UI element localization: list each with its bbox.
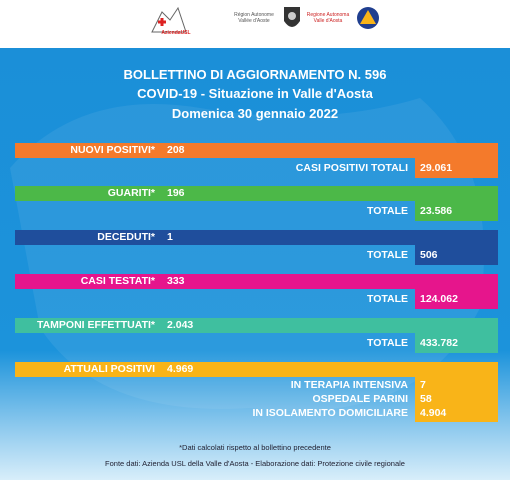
- usl-logo: [151, 6, 187, 33]
- row-label: CASI TESTATI*: [80, 275, 155, 287]
- row-label: GUARITI*: [107, 187, 155, 199]
- total-box: [415, 318, 498, 353]
- total-value: 124.062: [420, 293, 458, 305]
- row-bar: [15, 318, 498, 333]
- row-value: 1: [167, 231, 173, 243]
- detail-box: [415, 362, 498, 422]
- total-value: 29.061: [420, 162, 453, 174]
- total-label: TOTALE: [366, 249, 408, 261]
- subtitle: COVID-19 - Situazione in Valle d'Aosta: [137, 86, 373, 101]
- source: Fonte dati: Azienda USL della Valle d'Ao…: [105, 459, 405, 468]
- footnote: *Dati calcolati rispetto al bollettino p…: [179, 443, 331, 452]
- total-value: 433.782: [420, 337, 458, 349]
- total-label: CASI POSITIVI TOTALI: [295, 162, 408, 174]
- detail-label: IN TERAPIA INTENSIVA: [290, 379, 408, 391]
- total-label: TOTALE: [366, 337, 408, 349]
- row-value: 333: [167, 275, 185, 287]
- row-bar: [15, 230, 498, 245]
- logo-text: AziendaUSL: [161, 30, 191, 36]
- row-value: 4.969: [167, 363, 194, 375]
- civil-protection-logo: [357, 7, 379, 29]
- total-value: 506: [420, 249, 438, 261]
- row-bar: [15, 186, 498, 201]
- detail-label: OSPEDALE PARINI: [312, 393, 408, 405]
- total-box: [415, 230, 498, 265]
- row-value: 2.043: [167, 319, 194, 331]
- row-bar: [15, 143, 498, 158]
- row-value: 196: [167, 187, 185, 199]
- logo-text: Région Autonome Vallée d'Aoste: [234, 12, 274, 24]
- row-label: DECEDUTI*: [97, 231, 155, 243]
- title: BOLLETTINO DI AGGIORNAMENTO N. 596: [123, 67, 387, 82]
- date: Domenica 30 gennaio 2022: [171, 106, 339, 121]
- total-label: TOTALE: [366, 293, 408, 305]
- total-box: [415, 274, 498, 309]
- row-bar: [15, 362, 498, 377]
- row-bar: [15, 274, 498, 289]
- total-label: TOTALE: [366, 205, 408, 217]
- row-label: NUOVI POSITIVI*: [70, 144, 155, 156]
- row-label: ATTUALI POSITIVI: [63, 363, 155, 375]
- detail-value: 58: [420, 393, 432, 405]
- row-label: TAMPONI EFFETTUATI*: [36, 319, 155, 331]
- detail-label: IN ISOLAMENTO DOMICILIARE: [252, 407, 408, 419]
- detail-value: 4.904: [420, 407, 447, 419]
- region-crest: [284, 7, 300, 27]
- detail-value: 7: [420, 379, 426, 391]
- total-box: [415, 186, 498, 221]
- total-box: [415, 143, 498, 178]
- row-value: 208: [167, 144, 185, 156]
- header: AziendaUSL Région Autonome Vallée d'Aost…: [0, 0, 510, 48]
- logo-text: Regione Autonoma Valle d'Aosta: [306, 12, 350, 24]
- total-value: 23.586: [420, 205, 453, 217]
